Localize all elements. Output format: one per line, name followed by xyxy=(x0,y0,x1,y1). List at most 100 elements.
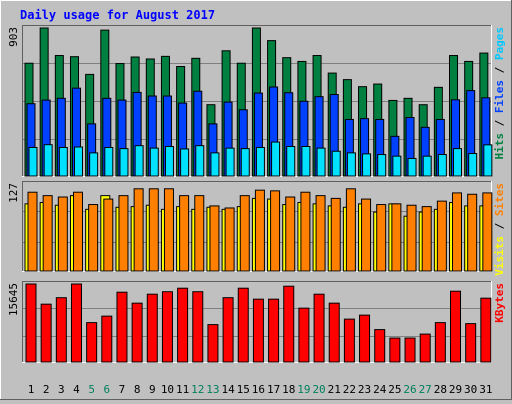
bar-kbytes-day-2 xyxy=(40,303,52,363)
bar-kbytes-day-14 xyxy=(222,297,234,363)
bar-sites-day-18 xyxy=(285,196,296,272)
legend-entry-visits: Visits xyxy=(493,236,506,276)
bar-sites-day-12 xyxy=(194,195,205,272)
bar-pages-day-6 xyxy=(104,146,114,177)
x-tick-label-day-1: 1 xyxy=(28,383,35,396)
bar-sites-day-25 xyxy=(391,203,402,272)
bar-kbytes-day-3 xyxy=(55,297,67,363)
x-tick-label-day-17: 17 xyxy=(267,383,280,396)
bar-kbytes-day-28 xyxy=(434,322,446,363)
bar-sites-day-24 xyxy=(376,204,387,272)
bar-kbytes-day-1 xyxy=(25,283,37,363)
x-tick-label-day-3: 3 xyxy=(58,383,65,396)
bar-sites-day-10 xyxy=(163,188,174,272)
bar-kbytes-day-15 xyxy=(237,287,249,363)
bar-sites-day-17 xyxy=(270,190,281,272)
bar-kbytes-day-5 xyxy=(86,322,98,363)
bar-sites-day-29 xyxy=(452,192,463,272)
bar-kbytes-day-17 xyxy=(268,298,280,363)
bar-sites-day-20 xyxy=(315,195,326,272)
bar-pages-day-18 xyxy=(286,145,296,177)
x-tick-label-day-13: 13 xyxy=(206,383,219,396)
x-tick-label-day-8: 8 xyxy=(134,383,141,396)
bar-pages-day-26 xyxy=(407,157,417,177)
bar-sites-day-19 xyxy=(300,191,311,272)
bar-sites-day-27 xyxy=(421,206,432,272)
x-tick-label-day-2: 2 xyxy=(43,383,50,396)
bar-pages-day-12 xyxy=(195,145,205,177)
bar-sites-day-23 xyxy=(361,198,372,272)
legend-entry-kbytes: KBytes xyxy=(493,283,506,323)
bar-sites-day-15 xyxy=(239,195,250,272)
bar-kbytes-day-26 xyxy=(404,337,416,363)
legend-separator: / xyxy=(493,60,506,80)
bar-sites-day-16 xyxy=(254,189,265,272)
bar-sites-day-6 xyxy=(103,198,114,272)
x-tick-label-day-25: 25 xyxy=(388,383,401,396)
y-max-label: 127 xyxy=(7,183,20,203)
bar-pages-day-9 xyxy=(149,147,159,177)
bar-kbytes-day-11 xyxy=(177,287,189,363)
legend-3: KBytes xyxy=(493,283,506,323)
x-tick-label-day-18: 18 xyxy=(282,383,295,396)
bar-pages-day-25 xyxy=(392,155,402,177)
x-tick-label-day-7: 7 xyxy=(119,383,126,396)
bar-kbytes-day-19 xyxy=(298,307,310,363)
bar-pages-day-29 xyxy=(453,148,463,177)
bar-pages-day-14 xyxy=(225,147,235,177)
x-tick-label-day-28: 28 xyxy=(434,383,447,396)
x-tick-label-day-27: 27 xyxy=(419,383,432,396)
legend-separator: / xyxy=(493,216,506,236)
bar-kbytes-day-30 xyxy=(465,323,477,363)
bar-pages-day-4 xyxy=(73,146,83,177)
x-tick-label-day-10: 10 xyxy=(161,383,174,396)
bar-pages-day-10 xyxy=(164,145,174,177)
bar-pages-day-11 xyxy=(180,148,190,177)
bar-sites-day-8 xyxy=(133,188,144,272)
bar-kbytes-day-10 xyxy=(161,291,173,363)
legend-1: Hits / Files / Pages xyxy=(493,27,506,160)
bar-pages-day-7 xyxy=(119,148,129,177)
bar-kbytes-day-24 xyxy=(374,329,386,363)
x-tick-label-day-6: 6 xyxy=(103,383,110,396)
bar-kbytes-day-8 xyxy=(131,302,143,363)
chart-title: Daily usage for August 2017 xyxy=(20,8,215,22)
bar-kbytes-day-25 xyxy=(389,337,401,363)
bar-kbytes-day-9 xyxy=(146,293,158,363)
bar-kbytes-day-6 xyxy=(101,315,113,363)
x-tick-label-day-19: 19 xyxy=(297,383,310,396)
y-max-label: 15645 xyxy=(7,283,20,316)
x-tick-label-day-23: 23 xyxy=(358,383,371,396)
x-tick-label-day-20: 20 xyxy=(312,383,325,396)
legend-entry-pages: Pages xyxy=(493,27,506,60)
x-tick-label-day-11: 11 xyxy=(176,383,189,396)
bar-kbytes-day-31 xyxy=(480,297,492,363)
legend-2: Visits / Sites xyxy=(493,183,506,276)
bar-pages-day-13 xyxy=(210,152,220,177)
x-tick-label-day-9: 9 xyxy=(149,383,156,396)
bar-pages-day-21 xyxy=(331,150,341,177)
bar-kbytes-day-7 xyxy=(116,291,128,363)
bar-sites-day-4 xyxy=(72,191,83,272)
x-tick-label-day-16: 16 xyxy=(252,383,265,396)
x-tick-label-day-31: 31 xyxy=(479,383,492,396)
bar-sites-day-1 xyxy=(27,191,38,272)
x-tick-label-day-15: 15 xyxy=(237,383,250,396)
bar-sites-day-30 xyxy=(467,193,478,272)
bar-pages-day-15 xyxy=(240,148,250,177)
bar-sites-day-14 xyxy=(224,207,235,272)
bar-sites-day-3 xyxy=(57,196,68,272)
bar-pages-day-23 xyxy=(362,153,372,177)
bar-pages-day-5 xyxy=(89,152,99,177)
bar-kbytes-day-29 xyxy=(450,290,462,363)
bar-sites-day-5 xyxy=(88,204,99,272)
bar-kbytes-day-20 xyxy=(313,293,325,363)
bar-kbytes-day-27 xyxy=(419,333,431,363)
x-tick-label-day-22: 22 xyxy=(343,383,356,396)
x-tick-label-day-26: 26 xyxy=(403,383,416,396)
bar-pages-day-2 xyxy=(43,144,53,177)
x-tick-label-day-29: 29 xyxy=(449,383,462,396)
bar-kbytes-day-22 xyxy=(343,318,355,363)
x-tick-label-day-12: 12 xyxy=(191,383,204,396)
